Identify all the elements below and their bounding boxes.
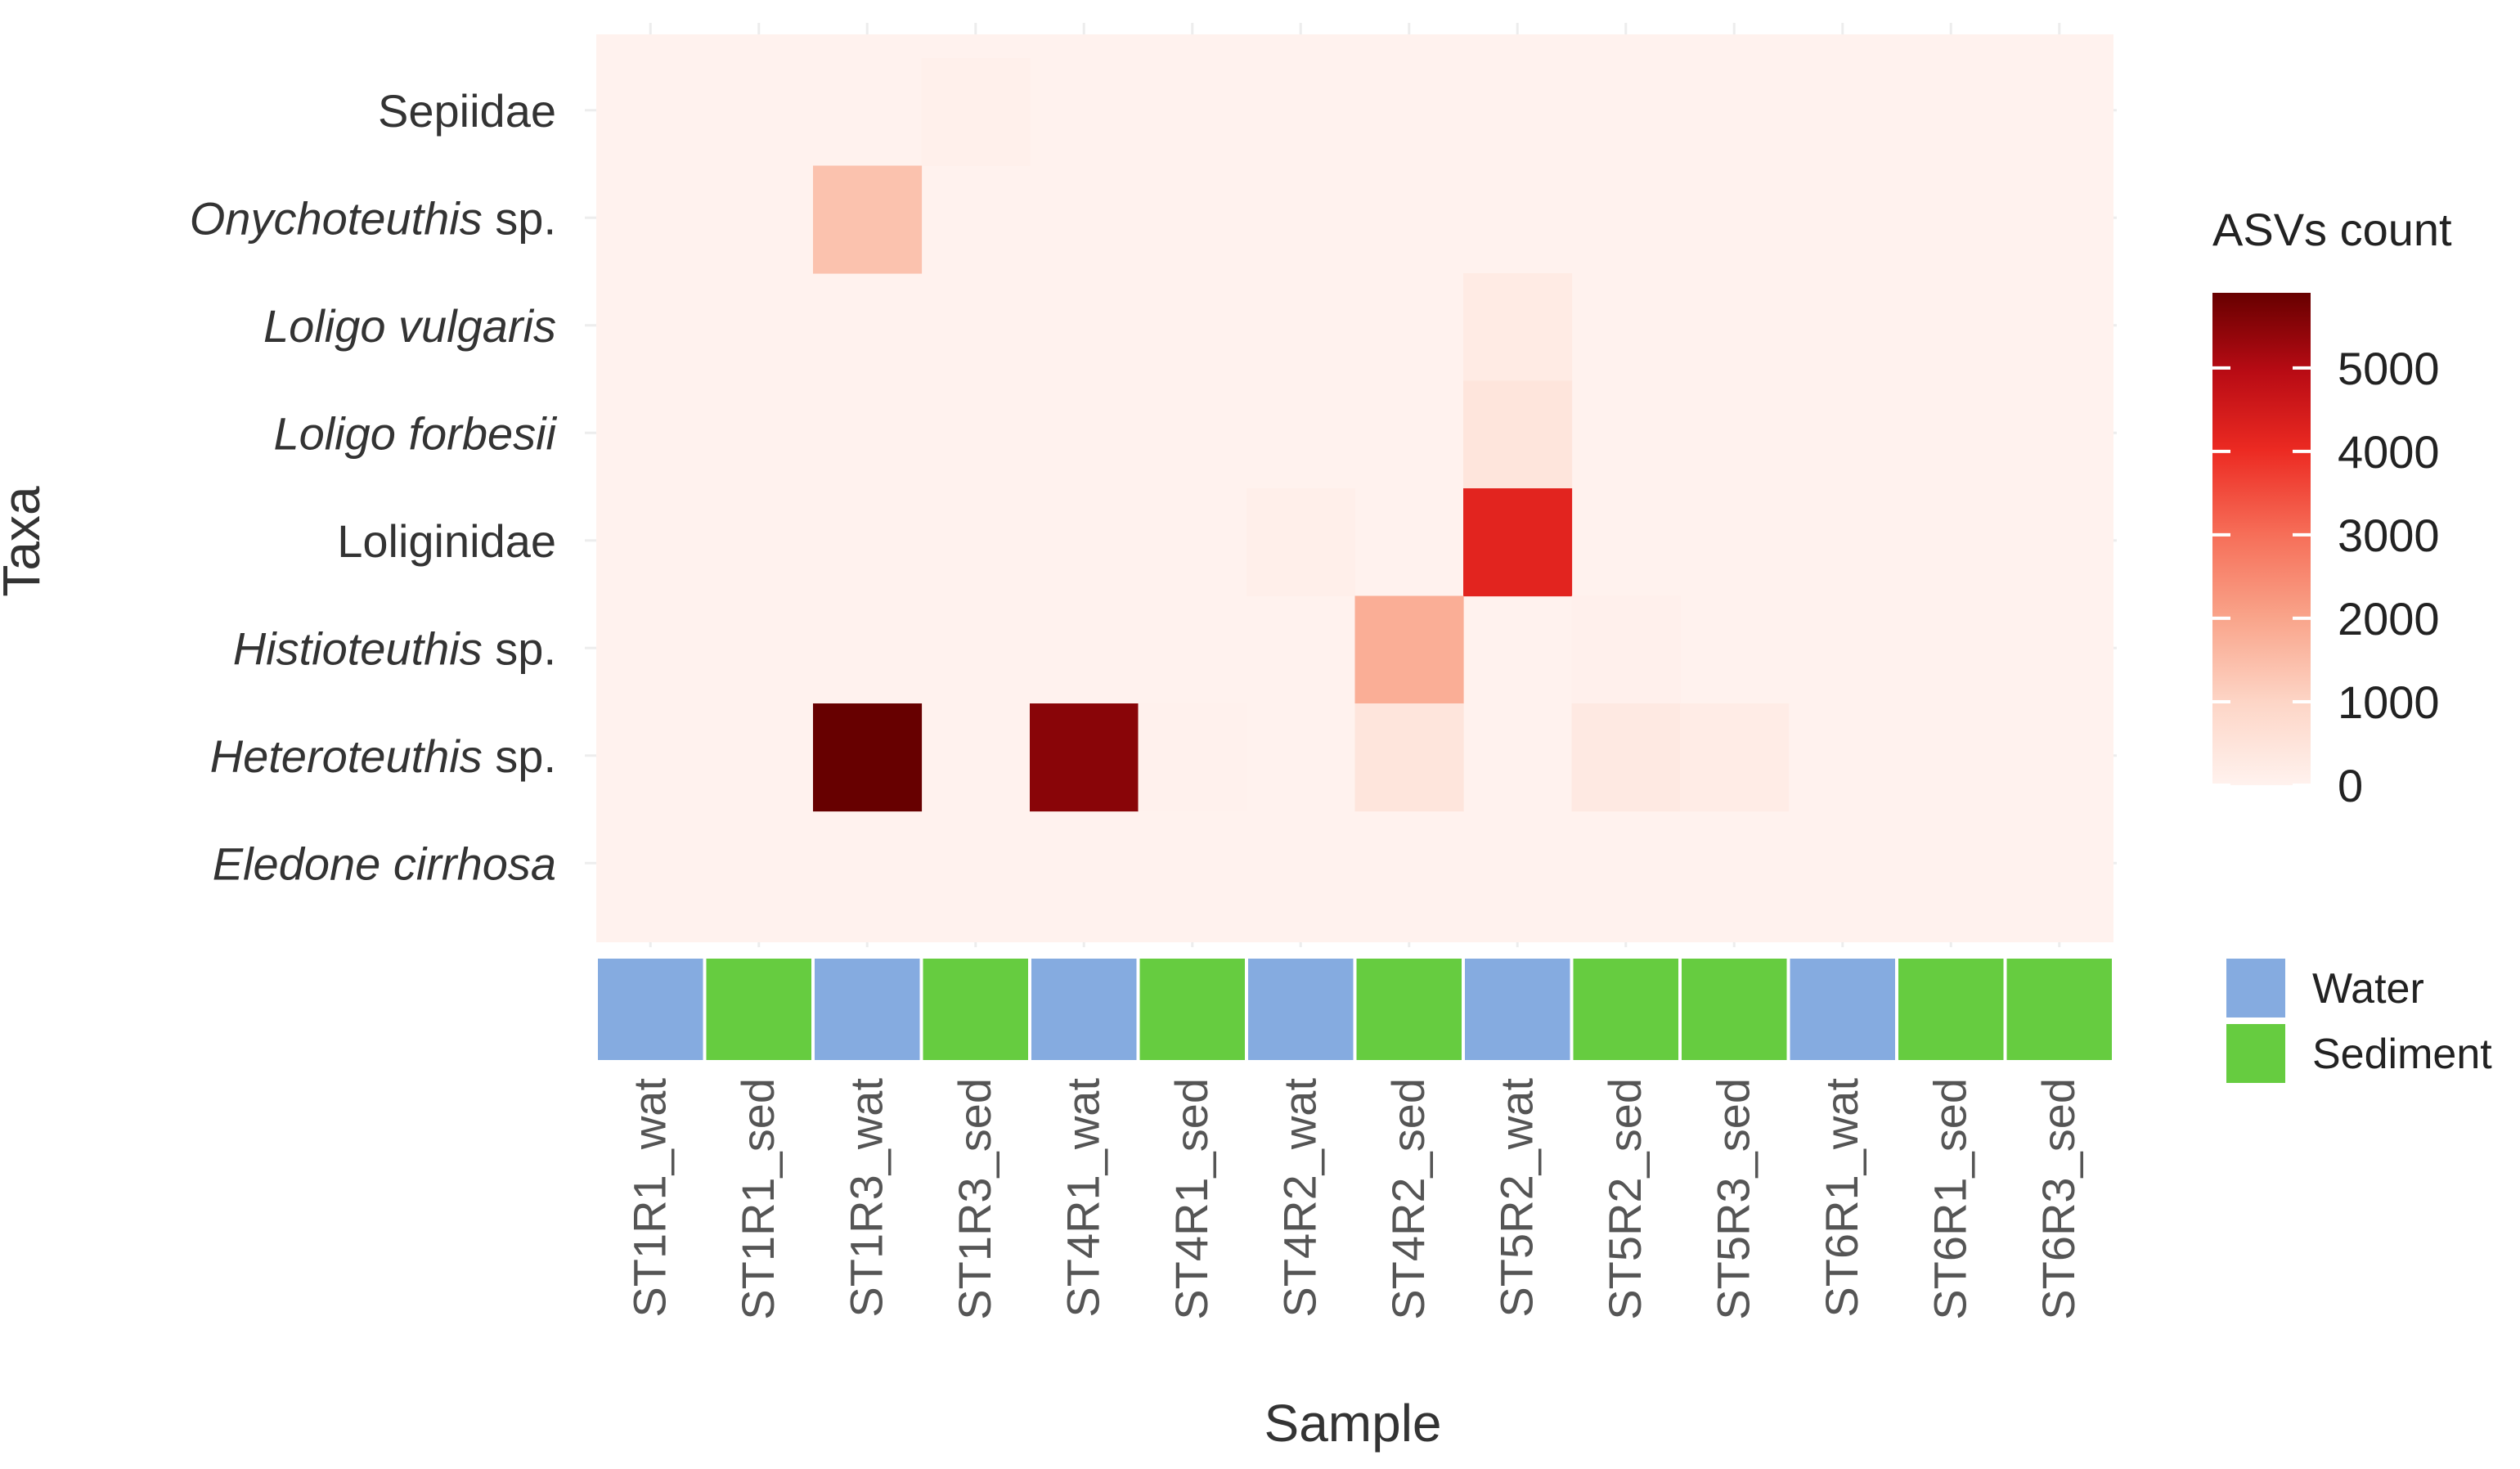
taxon-label-histioteuthis: Histioteuthis sp.	[233, 622, 556, 674]
color-scale-label-3000: 3000	[2338, 510, 2440, 561]
sample-type-cell-st1r3-wat	[815, 959, 920, 1060]
sample-label-st6r3-sed: ST6R3_sed	[2033, 1078, 2084, 1320]
color-scale-legend: ASVs count 0 1000 2000 3000 4000 5000	[2212, 204, 2452, 811]
taxon-label-plain: sp.	[483, 192, 556, 244]
x-axis-title: Sample	[1264, 1394, 1442, 1453]
sample-type-bar	[598, 959, 2112, 1060]
sample-label-st1r3-wat: ST1R3_wat	[840, 1078, 892, 1318]
sample-label-st5r3-sed: ST5R3_sed	[1707, 1078, 1759, 1320]
taxon-label-italic: Heteroteuthis	[210, 730, 483, 782]
taxon-label-heteroteuthis: Heteroteuthis sp.	[210, 730, 556, 782]
taxon-label-italic: Histioteuthis	[233, 622, 483, 674]
color-scale-label-5000: 5000	[2338, 343, 2440, 394]
sample-label-st5r2-wat: ST5R2_wat	[1490, 1078, 1542, 1318]
heatmap-cell-st4r2-wat-loliginidae	[1247, 488, 1356, 597]
heatmap-cell-st4r1-wat-heteroteuthis	[1030, 703, 1139, 812]
legend-key-water	[2226, 959, 2285, 1018]
sample-type-cell-st5r2-sed	[1573, 959, 1678, 1060]
sample-label-st6r1-wat: ST6R1_wat	[1816, 1078, 1867, 1318]
sample-type-cell-st4r1-sed	[1139, 959, 1245, 1060]
taxon-label-plain: sp.	[483, 622, 556, 674]
sample-type-cell-st6r1-sed	[1898, 959, 2004, 1060]
heatmap-cell-st4r2-sed-heteroteuthis	[1354, 703, 1464, 812]
sample-type-cell-st1r3-sed	[923, 959, 1028, 1060]
sample-type-legend: Water Sediment	[2226, 959, 2492, 1083]
taxon-label-italic: Loligo forbesii	[273, 407, 557, 459]
taxon-label-loligo-vulgaris: Loligo vulgaris	[263, 300, 556, 352]
color-scale-label-0: 0	[2338, 760, 2363, 811]
sample-type-cell-st5r2-wat	[1465, 959, 1570, 1060]
heatmap-cell-st4r2-sed-histioteuthis	[1354, 595, 1464, 704]
sample-type-cell-st1r1-wat	[598, 959, 703, 1060]
sample-label-st5r2-sed: ST5R2_sed	[1599, 1078, 1651, 1320]
sample-label-st1r1-sed: ST1R1_sed	[732, 1078, 784, 1320]
taxon-label-onychoteuthis: Onychoteuthis sp.	[190, 192, 556, 244]
sample-type-cell-st6r3-sed	[2006, 959, 2112, 1060]
taxon-label-plain: sp.	[483, 730, 556, 782]
sample-type-cell-st6r1-wat	[1790, 959, 1895, 1060]
sample-type-cell-st1r1-sed	[706, 959, 811, 1060]
sample-labels: ST1R1_wat ST1R1_sed ST1R3_wat ST1R3_sed ST4R…	[623, 1078, 2084, 1320]
color-scale-label-4000: 4000	[2338, 426, 2440, 478]
legend-label-sediment: Sediment	[2312, 1031, 2492, 1078]
sample-label-st4r1-sed: ST4R1_sed	[1166, 1078, 1217, 1320]
sample-type-cell-st4r1-wat	[1031, 959, 1137, 1060]
taxon-label-plain: Loliginidae	[337, 515, 556, 567]
sample-label-st4r2-wat: ST4R2_wat	[1273, 1078, 1325, 1318]
sample-label-st1r3-sed: ST1R3_sed	[949, 1078, 1000, 1320]
sample-type-cell-st5r3-sed	[1682, 959, 1787, 1060]
heatmap-cell-st4r1-sed-heteroteuthis	[1138, 703, 1247, 812]
heatmap-cell-st5r2-wat-loliginidae	[1463, 488, 1573, 597]
taxa-labels: Sepiidae Onychoteuthis sp. Loligo vulgaris…	[190, 85, 558, 890]
heatmap-cell-st5r2-wat-loligo-vulgaris	[1463, 273, 1573, 382]
taxon-label-italic: Eledone cirrhosa	[213, 838, 556, 889]
legend-key-sediment	[2226, 1024, 2285, 1083]
taxon-label-loligo-forbesii: Loligo forbesii	[273, 407, 557, 459]
color-scale-title: ASVs count	[2212, 204, 2452, 255]
taxon-label-italic: Onychoteuthis	[190, 192, 483, 244]
taxon-label-eledone-cirrhosa: Eledone cirrhosa	[213, 838, 556, 889]
heatmap-cell-st1r3-sed-sepiidae	[921, 58, 1031, 167]
sample-type-cell-st4r2-sed	[1356, 959, 1462, 1060]
taxon-label-sepiidae: Sepiidae	[378, 85, 556, 137]
taxon-label-plain: Sepiidae	[378, 85, 556, 137]
taxon-label-loliginidae: Loliginidae	[337, 515, 556, 567]
sample-label-st4r2-sed: ST4R2_sed	[1382, 1078, 1434, 1320]
sample-label-st4r1-wat: ST4R1_wat	[1057, 1078, 1108, 1318]
heatmap-cell-st1r3-wat-onychoteuthis	[813, 165, 923, 274]
heatmap-cells	[813, 58, 1790, 812]
taxon-label-italic: Loligo vulgaris	[263, 300, 556, 352]
heatmap-cell-st5r2-sed-heteroteuthis	[1571, 703, 1681, 812]
color-scale-label-2000: 2000	[2338, 593, 2440, 645]
sample-label-st1r1-wat: ST1R1_wat	[623, 1078, 675, 1318]
color-scale-label-1000: 1000	[2338, 676, 2440, 728]
y-axis-title: Taxa	[0, 486, 51, 597]
heatmap-cell-st5r3-sed-heteroteuthis	[1680, 703, 1790, 812]
sample-type-cell-st4r2-wat	[1248, 959, 1354, 1060]
legend-label-water: Water	[2312, 965, 2424, 1013]
heatmap-cell-st5r2-wat-loligo-forbesii	[1463, 380, 1573, 489]
heatmap-cell-st1r3-wat-heteroteuthis	[813, 703, 923, 812]
heatmap-cell-st5r2-sed-histioteuthis	[1571, 595, 1681, 704]
sample-label-st6r1-sed: ST6R1_sed	[1924, 1078, 1975, 1320]
